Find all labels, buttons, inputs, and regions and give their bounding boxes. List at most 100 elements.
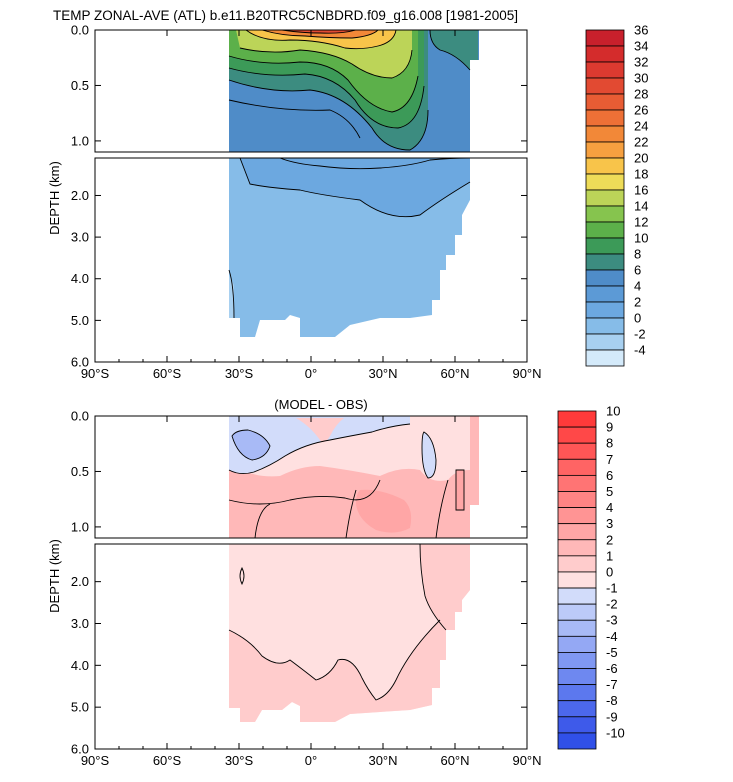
chart-2-colorbar-label: -5: [606, 645, 618, 660]
chart-1-colorbar-box: [585, 189, 625, 207]
chart-2-colorbar-box: [557, 442, 597, 460]
chart-1-colorbar-box: [585, 173, 625, 191]
chart-1-colorbar-box: [585, 61, 625, 79]
chart-1-ytick-label: 6.0: [71, 355, 89, 370]
chart-2-deep-warm-region: [229, 620, 446, 722]
chart-2-colorbar-label: 6: [606, 468, 613, 483]
chart-2-xtick-label: 90°N: [512, 753, 541, 768]
chart-2-colorbar-box: [557, 668, 597, 686]
chart-2-colorbar-box: [557, 491, 597, 508]
chart-1-colorbar-label: 32: [634, 55, 648, 70]
chart-1-colorbar-label: 28: [634, 87, 648, 102]
chart-1-band-28plus: [282, 30, 356, 34]
chart-1-upper-contours: [228, 30, 471, 151]
chart-1-ylabel: DEPTH (km): [47, 161, 62, 235]
chart-2-warm-core: [356, 489, 412, 533]
chart-1-colorbar-label: 20: [634, 151, 648, 166]
chart-2-colorbar-box: [557, 410, 597, 428]
chart-2-xtick-label: 30°S: [225, 753, 254, 768]
chart-2-ytick-label: 0.0: [71, 409, 89, 424]
chart-1-upper-field: [228, 30, 527, 152]
chart-2-cool-core: [232, 430, 270, 460]
chart-1-colorbar-box: [585, 125, 625, 143]
chart-1-xtick-label: 60°S: [153, 366, 182, 381]
chart-1-colorbar-label: 12: [634, 215, 648, 230]
chart-2-colorbar-box: [557, 635, 597, 653]
chart-2-deep-warm-east: [420, 544, 470, 630]
chart-2-colorbar-box: [557, 684, 597, 702]
chart-2-upper-field: [228, 416, 527, 538]
chart-2-colorbar-box: [557, 619, 597, 637]
chart-2-colorbar-label: 2: [606, 532, 613, 547]
chart-1-ytick-label: 0.0: [71, 23, 89, 38]
chart-2-colorbar-label: -1: [606, 581, 618, 596]
chart-1-lower-field: [228, 158, 471, 337]
chart-2-lower-contours: [228, 544, 447, 701]
chart-2-colorbar-label: -9: [606, 709, 618, 724]
chart-2-colorbar-label: 4: [606, 500, 613, 515]
chart-2-colorbar-label: 9: [606, 420, 613, 435]
chart-1-ytick-label: 3.0: [71, 230, 89, 245]
chart-1-xtick-label: 30°N: [368, 366, 397, 381]
chart-2-ytick-label: 3.0: [71, 616, 89, 631]
chart-1-colorbar-label: 24: [634, 119, 648, 134]
chart-1-colorbar-label: 0: [634, 311, 641, 326]
chart-2-tick-labels: 90°S 60°S 30°S 0° 30°N 60°N 90°N 0.0 0.5 1.0 2.0 3.…: [71, 409, 542, 769]
chart-2-cool-band: [229, 416, 410, 474]
chart-2-colorbar-box: [557, 539, 597, 557]
chart-2-title: (MODEL - OBS): [274, 397, 367, 412]
chart-1-colorbar-label: 2: [634, 295, 641, 310]
chart-2-lower-field: [228, 544, 470, 722]
chart-2-ytick-label: 4.0: [71, 658, 89, 673]
chart-2-colorbar-label: 3: [606, 516, 613, 531]
chart-1-colorbar-box: [585, 317, 625, 335]
chart-1-colorbar-label: 22: [634, 135, 648, 150]
chart-1-colorbar-label: 18: [634, 167, 648, 182]
chart-1-colorbar-box: [585, 29, 625, 47]
chart-1-colorbar-box: [585, 333, 625, 351]
chart-2-colorbar-box: [557, 700, 597, 718]
chart-2-ticks: [94, 415, 528, 750]
chart-1-east-cold-wedge: [430, 30, 478, 126]
chart-1-colorbar-label: 26: [634, 103, 648, 118]
chart-2-colorbar-box: [557, 571, 597, 589]
chart-1-deep-blue-band: [240, 158, 470, 217]
chart-2-xtick-label: 0°: [305, 753, 317, 768]
chart-1-colorbar-label: -4: [634, 343, 646, 358]
chart-1-ytick-label: 1.0: [71, 133, 89, 148]
chart-2-colorbar-box: [557, 732, 597, 750]
chart-1-colorbar-box: [585, 141, 625, 159]
chart-1-colorbar-label: 34: [634, 39, 648, 54]
chart-2-ytick-label: 1.0: [71, 519, 89, 534]
chart-1-xtick-label: 90°N: [512, 366, 541, 381]
chart-1-colorbar-box: [585, 253, 625, 271]
chart-2-colorbar-box: [557, 587, 597, 605]
chart-1-colorbar-label: 16: [634, 183, 648, 198]
chart-2-colorbar-label: -2: [606, 597, 618, 612]
chart-2-colorbar-box: [557, 474, 597, 492]
chart-1-ytick-label: 5.0: [71, 313, 89, 328]
chart-2-ylabel: DEPTH (km): [47, 539, 62, 613]
chart-2-xtick-label: 60°S: [153, 753, 182, 768]
chart-1-lower-contours: [228, 158, 471, 319]
chart-1-colorbar-box: [585, 157, 625, 175]
chart-1-colorbar-box: [585, 237, 625, 255]
chart-1-colorbar-box: [585, 93, 625, 111]
chart-1-colorbar-label: 8: [634, 247, 641, 262]
chart-1-xtick-label: 60°N: [440, 366, 469, 381]
chart-2-colorbar-box: [557, 426, 597, 444]
chart-1-colorbar-label: 14: [634, 199, 648, 214]
chart-2-colorbar-label: -3: [606, 613, 618, 628]
chart-1-ytick-label: 0.5: [71, 78, 89, 93]
chart-2-colorbar-box: [557, 555, 597, 573]
chart-2-colorbar-label: 8: [606, 436, 613, 451]
chart-1-xtick-label: 90°S: [81, 366, 110, 381]
chart-1-colorbar-label: 6: [634, 263, 641, 278]
chart-1-xtick-label: 30°S: [225, 366, 254, 381]
chart-1-tick-labels: 90°S 60°S 30°S 0° 30°N 60°N 90°N 0.0 0.5 1.0 2.0 3.…: [71, 23, 542, 382]
chart-1-colorbar-label: 36: [634, 23, 648, 38]
chart-2-colorbar-label: -6: [606, 661, 618, 676]
chart-2-xtick-label: 30°N: [368, 753, 397, 768]
chart-2-colorbar-label: 7: [606, 452, 613, 467]
